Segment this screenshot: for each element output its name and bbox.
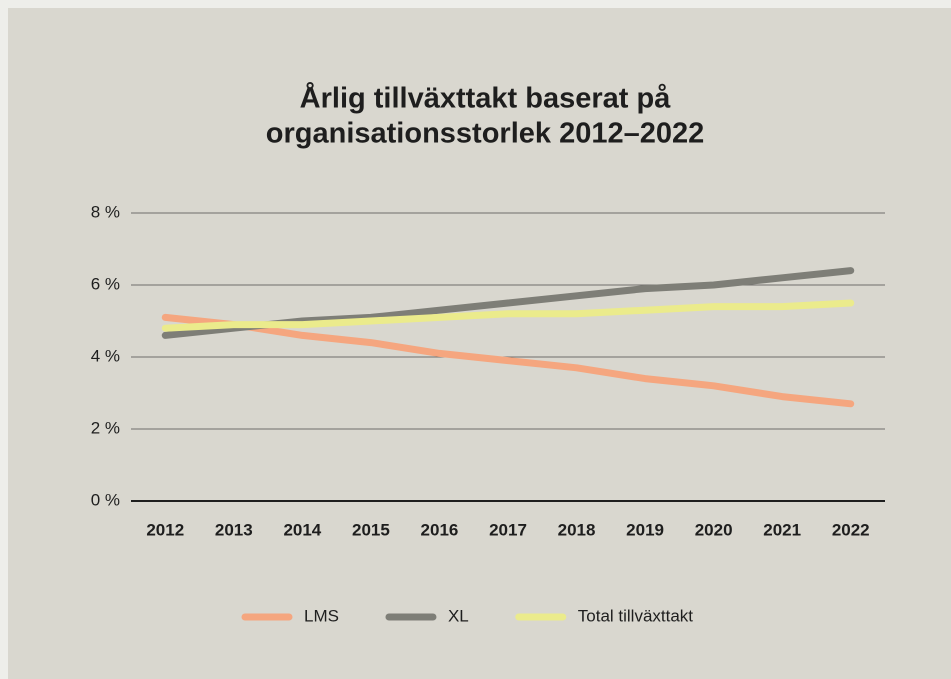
y-tick-label: 8 % — [91, 202, 120, 221]
y-tick-label: 2 % — [91, 418, 120, 437]
x-tick-label: 2017 — [489, 520, 527, 539]
x-tick-label: 2019 — [626, 520, 664, 539]
y-tick-label: 0 % — [91, 490, 120, 509]
legend-label: LMS — [304, 606, 339, 625]
series-line — [161, 313, 855, 408]
x-tick-label: 2022 — [832, 520, 870, 539]
x-tick-label: 2015 — [352, 520, 390, 539]
x-tick-label: 2016 — [421, 520, 459, 539]
panel — [8, 8, 951, 679]
chart-title: organisationsstorlek 2012–2022 — [266, 118, 704, 150]
series-line — [161, 299, 855, 332]
legend-label: Total tillväxttakt — [578, 606, 694, 625]
y-tick-label: 6 % — [91, 274, 120, 293]
x-tick-label: 2021 — [763, 520, 801, 539]
x-tick-label: 2020 — [695, 520, 733, 539]
chart-title: Årlig tillväxttakt baserat på — [300, 82, 672, 115]
x-tick-label: 2013 — [215, 520, 253, 539]
x-tick-label: 2018 — [558, 520, 596, 539]
legend-label: XL — [448, 606, 469, 625]
y-tick-label: 4 % — [91, 346, 120, 365]
x-tick-label: 2014 — [283, 520, 321, 539]
x-tick-label: 2012 — [146, 520, 184, 539]
